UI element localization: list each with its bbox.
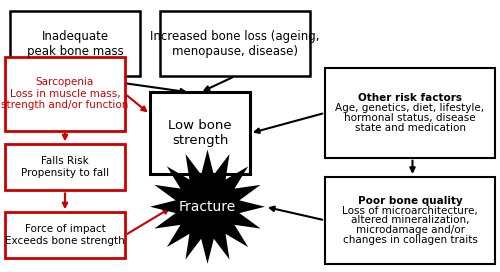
FancyBboxPatch shape — [5, 57, 125, 131]
Text: Loss of microarchitecture,: Loss of microarchitecture, — [342, 206, 478, 216]
Text: Age, genetics, diet, lifestyle,: Age, genetics, diet, lifestyle, — [336, 103, 484, 113]
Text: state and medication: state and medication — [354, 122, 466, 132]
Text: Force of impact
Exceeds bone strength: Force of impact Exceeds bone strength — [5, 224, 125, 246]
FancyBboxPatch shape — [325, 177, 495, 264]
Text: microdamage and/or: microdamage and/or — [356, 225, 465, 235]
Text: Other risk factors: Other risk factors — [358, 93, 462, 103]
FancyBboxPatch shape — [5, 144, 125, 190]
Text: altered mineralization,: altered mineralization, — [351, 215, 470, 225]
FancyBboxPatch shape — [5, 212, 125, 258]
Text: Fracture: Fracture — [179, 200, 236, 214]
Text: Sarcopenia
Loss in muscle mass,
strength and/or function: Sarcopenia Loss in muscle mass, strength… — [2, 77, 128, 110]
Text: Increased bone loss (ageing,
menopause, disease): Increased bone loss (ageing, menopause, … — [150, 30, 320, 57]
Text: Falls Risk
Propensity to fall: Falls Risk Propensity to fall — [21, 156, 109, 178]
FancyBboxPatch shape — [150, 92, 250, 174]
Polygon shape — [150, 150, 265, 264]
FancyBboxPatch shape — [325, 68, 495, 158]
Text: hormonal status, disease: hormonal status, disease — [344, 113, 476, 123]
Text: Poor bone quality: Poor bone quality — [358, 196, 463, 206]
FancyBboxPatch shape — [160, 11, 310, 76]
Text: Low bone
strength: Low bone strength — [168, 119, 232, 147]
Text: changes in collagen traits: changes in collagen traits — [342, 235, 477, 245]
Text: Inadequate
peak bone mass: Inadequate peak bone mass — [26, 30, 124, 57]
FancyBboxPatch shape — [10, 11, 140, 76]
